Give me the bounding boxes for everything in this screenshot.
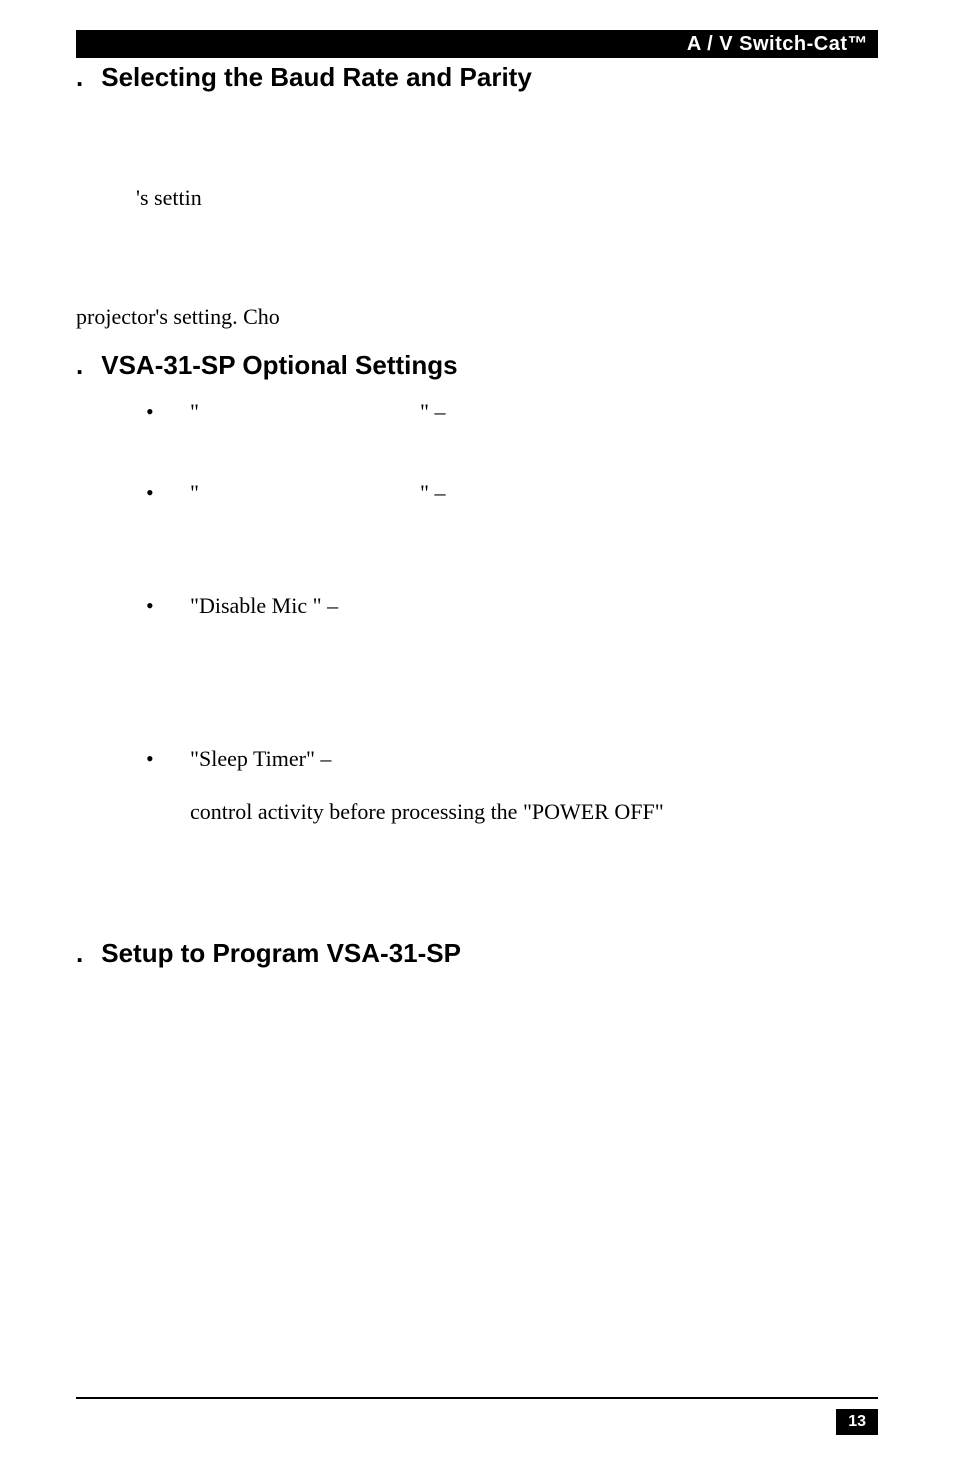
quote-open: ": [190, 399, 199, 424]
optional-settings-list: "Sleep Timer" –: [136, 742, 878, 775]
bullet-text: "Sleep Timer" –: [190, 746, 331, 771]
heading-dot: .: [76, 350, 94, 381]
section-heading-baud: . Selecting the Baud Rate and Parity: [76, 62, 878, 93]
body-fragment-settin: 's settin: [136, 181, 878, 214]
page-footer: 13: [76, 1397, 878, 1435]
header-black-bar: A / V Switch-Cat™: [76, 30, 878, 58]
list-item: " " –: [136, 395, 878, 428]
heading-dot: .: [76, 62, 94, 93]
quote-open: ": [190, 480, 199, 505]
footer-rule: [76, 1397, 878, 1399]
quote-close-dash: " –: [420, 480, 445, 505]
list-item: "Sleep Timer" –: [136, 742, 878, 775]
optional-settings-list: "Disable Mic " –: [136, 589, 878, 622]
section-heading-optional: . VSA-31-SP Optional Settings: [76, 350, 878, 381]
page-content: . Selecting the Baud Rate and Parity 's …: [76, 62, 878, 1019]
optional-settings-list: " " –: [136, 395, 878, 428]
list-item: "Disable Mic " –: [136, 589, 878, 622]
header-strip: A / V Switch-Cat™: [76, 30, 878, 58]
body-fragment-projector: projector's setting. Cho: [76, 304, 878, 330]
brand-label: A / V Switch-Cat™: [683, 30, 872, 58]
page-number-badge: 13: [836, 1409, 878, 1435]
optional-settings-list: " " –: [136, 476, 878, 509]
heading-dot: .: [76, 938, 94, 969]
heading-text: Selecting the Baud Rate and Parity: [101, 62, 532, 92]
list-item: " " –: [136, 476, 878, 509]
section-heading-setup: . Setup to Program VSA-31-SP: [76, 938, 878, 969]
bullet-text: "Disable Mic " –: [190, 593, 338, 618]
bullet-subline: control activity before processing the "…: [190, 795, 878, 828]
heading-text: VSA-31-SP Optional Settings: [101, 350, 457, 380]
quote-close-dash: " –: [420, 399, 445, 424]
heading-text: Setup to Program VSA-31-SP: [101, 938, 461, 968]
